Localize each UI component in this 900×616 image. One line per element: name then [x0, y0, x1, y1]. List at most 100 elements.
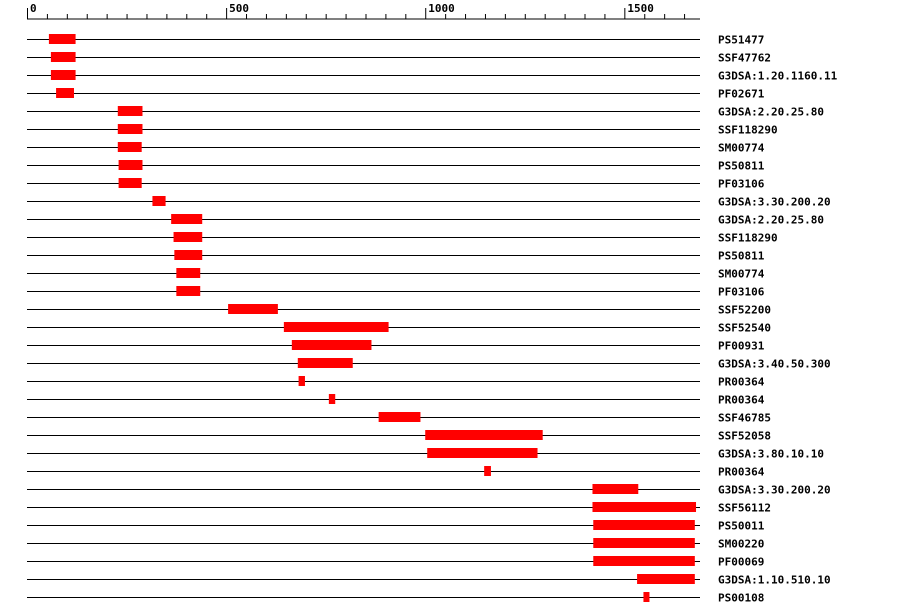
- domain-bar[interactable]: [298, 376, 305, 386]
- domain-row: SSF46785: [27, 412, 771, 425]
- row-label: G3DSA:3.30.200.20: [718, 196, 831, 209]
- domain-row: PR00364: [27, 376, 765, 389]
- row-label: PF03106: [718, 286, 765, 299]
- row-label: G3DSA:1.10.510.10: [718, 574, 831, 587]
- row-label: PS50811: [718, 160, 765, 173]
- domain-bar[interactable]: [297, 358, 353, 368]
- domain-bar[interactable]: [427, 448, 538, 458]
- row-label: SSF52540: [718, 322, 771, 335]
- domain-bar[interactable]: [174, 250, 203, 260]
- row-label: G3DSA:2.20.25.80: [718, 106, 824, 119]
- row-label: PS50811: [718, 250, 765, 263]
- domain-row: PS51477: [27, 34, 764, 47]
- domain-row: PF03106: [27, 178, 765, 191]
- row-label: PS50011: [718, 520, 765, 533]
- row-label: PF02671: [718, 88, 765, 101]
- row-label: G3DSA:3.30.200.20: [718, 484, 831, 497]
- domain-row: PS00108: [27, 592, 764, 605]
- row-label: SSF52058: [718, 430, 771, 443]
- row-label: PS51477: [718, 34, 764, 47]
- domain-bar[interactable]: [592, 484, 639, 494]
- domain-bar[interactable]: [378, 412, 421, 422]
- domain-bar[interactable]: [637, 574, 695, 584]
- domain-bar[interactable]: [425, 430, 543, 440]
- domain-row: G3DSA:2.20.25.80: [27, 214, 824, 227]
- row-label: SM00774: [718, 268, 765, 281]
- domain-row: SSF56112: [27, 502, 771, 515]
- domain-row: SM00220: [27, 538, 764, 551]
- domain-row: PS50011: [27, 520, 765, 533]
- domain-row: SSF118290: [27, 232, 778, 245]
- domain-bar[interactable]: [117, 106, 143, 116]
- domain-bar[interactable]: [593, 538, 695, 548]
- domain-row: SSF52540: [27, 322, 771, 335]
- row-label: PR00364: [718, 376, 765, 389]
- row-label: PF00069: [718, 556, 764, 569]
- row-label: G3DSA:3.80.10.10: [718, 448, 824, 461]
- domain-bar[interactable]: [593, 520, 695, 530]
- domain-bar[interactable]: [118, 160, 143, 170]
- row-label: SSF118290: [718, 232, 778, 245]
- row-label: SSF46785: [718, 412, 771, 425]
- domain-row: PR00364: [27, 466, 765, 479]
- position-axis: 0 500 1000 1500: [27, 2, 700, 20]
- domain-row: G3DSA:3.30.200.20: [27, 484, 831, 497]
- row-label: SSF118290: [718, 124, 778, 137]
- row-label: SSF56112: [718, 502, 771, 515]
- domain-bar[interactable]: [593, 556, 695, 566]
- row-label: PF03106: [718, 178, 765, 191]
- domain-bar[interactable]: [50, 52, 76, 62]
- domain-bar[interactable]: [291, 340, 372, 350]
- domain-row: G3DSA:3.80.10.10: [27, 448, 824, 461]
- domain-row: SSF52200: [27, 304, 771, 317]
- row-label: PR00364: [718, 466, 765, 479]
- domain-bar[interactable]: [592, 502, 697, 512]
- domain-rows: PS51477 SSF47762 G3DSA:1.20.1160.11 PF02671…: [27, 34, 838, 605]
- domain-bar[interactable]: [118, 178, 142, 188]
- domain-bar[interactable]: [171, 214, 203, 224]
- domain-row: G3DSA:1.10.510.10: [27, 574, 831, 587]
- domain-bar[interactable]: [484, 466, 491, 476]
- domain-row: PF02671: [27, 88, 765, 101]
- row-label: G3DSA:3.40.50.300: [718, 358, 831, 371]
- domain-bar[interactable]: [228, 304, 278, 314]
- axis-tick-label: 1000: [428, 2, 455, 15]
- domain-bar[interactable]: [283, 322, 389, 332]
- domain-bar[interactable]: [117, 142, 142, 152]
- domain-bar[interactable]: [173, 232, 203, 242]
- domain-bar[interactable]: [48, 34, 76, 44]
- domain-row: G3DSA:3.30.200.20: [27, 196, 831, 209]
- domain-bar[interactable]: [176, 268, 201, 278]
- row-label: PR00364: [718, 394, 765, 407]
- row-label: G3DSA:1.20.1160.11: [718, 70, 838, 83]
- row-label: G3DSA:2.20.25.80: [718, 214, 824, 227]
- row-label: SSF52200: [718, 304, 771, 317]
- row-label: SM00774: [718, 142, 765, 155]
- row-label: SM00220: [718, 538, 764, 551]
- domain-bar[interactable]: [56, 88, 74, 98]
- domain-row: SSF118290: [27, 124, 778, 137]
- axis-tick-label: 500: [229, 2, 249, 15]
- domain-bar[interactable]: [328, 394, 336, 404]
- domain-bar[interactable]: [50, 70, 76, 80]
- domain-bar[interactable]: [117, 124, 143, 134]
- domain-row: G3DSA:2.20.25.80: [27, 106, 824, 119]
- domain-row: SSF52058: [27, 430, 771, 443]
- axis-tick-label: 0: [30, 2, 37, 15]
- domain-bar[interactable]: [176, 286, 201, 296]
- domain-row: SM00774: [27, 268, 765, 281]
- domain-row: SM00774: [27, 142, 765, 155]
- domain-bar[interactable]: [152, 196, 166, 206]
- domain-row: PF00931: [27, 340, 765, 353]
- row-label: PF00931: [718, 340, 765, 353]
- domain-row: PF00069: [27, 556, 764, 569]
- domain-row: PS50811: [27, 250, 765, 263]
- row-label: PS00108: [718, 592, 764, 605]
- domain-row: G3DSA:3.40.50.300: [27, 358, 831, 371]
- domain-bar[interactable]: [643, 592, 650, 602]
- domain-row: G3DSA:1.20.1160.11: [27, 70, 838, 83]
- row-label: SSF47762: [718, 52, 771, 65]
- domain-row: SSF47762: [27, 52, 771, 65]
- domain-row: PS50811: [27, 160, 765, 173]
